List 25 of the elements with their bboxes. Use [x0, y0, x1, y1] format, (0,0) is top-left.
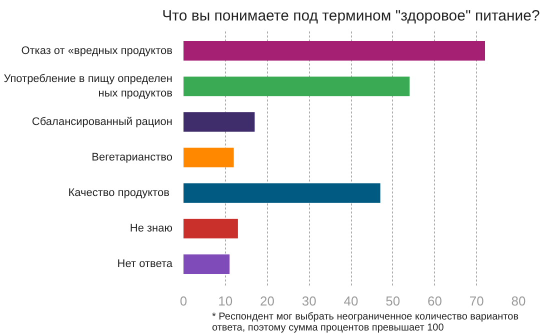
y-tick-label: Качество продуктов	[68, 187, 170, 200]
x-tick-label: 20	[260, 294, 274, 308]
bar	[184, 254, 230, 274]
y-tick-label: Вегетарианство	[92, 152, 173, 164]
y-tick-label: Употребление в пищу определен ных продуктов	[4, 73, 173, 100]
x-tick-label: 0	[180, 294, 188, 308]
bar	[184, 76, 410, 96]
bar	[184, 218, 238, 238]
bar	[184, 183, 380, 203]
x-tick-label: 80	[511, 294, 526, 308]
x-tick-label: 40	[344, 294, 358, 308]
y-tick-label: Отказ от «вредных продуктов	[21, 44, 173, 57]
bar	[184, 112, 255, 132]
y-tick-label: Не знаю	[130, 222, 173, 235]
x-tick-label: 70	[469, 294, 484, 308]
x-tick-label: 10	[218, 294, 233, 308]
text: * Респондент мог выбрать неограниченное количество вариантов ответа, поэтому сумма процентов превышает 100	[212, 312, 519, 334]
bar	[184, 41, 485, 61]
bar	[184, 148, 234, 168]
x-tick-label: 60	[428, 294, 442, 308]
y-tick-label: Сбалансированный рацион	[32, 116, 173, 128]
x-tick-label: 30	[302, 294, 316, 308]
y-tick-label: Нет ответа	[117, 258, 174, 270]
x-tick-label: 50	[386, 294, 400, 308]
chart-title: Что вы понимаете под термином "здоровое" питание?	[162, 8, 540, 24]
